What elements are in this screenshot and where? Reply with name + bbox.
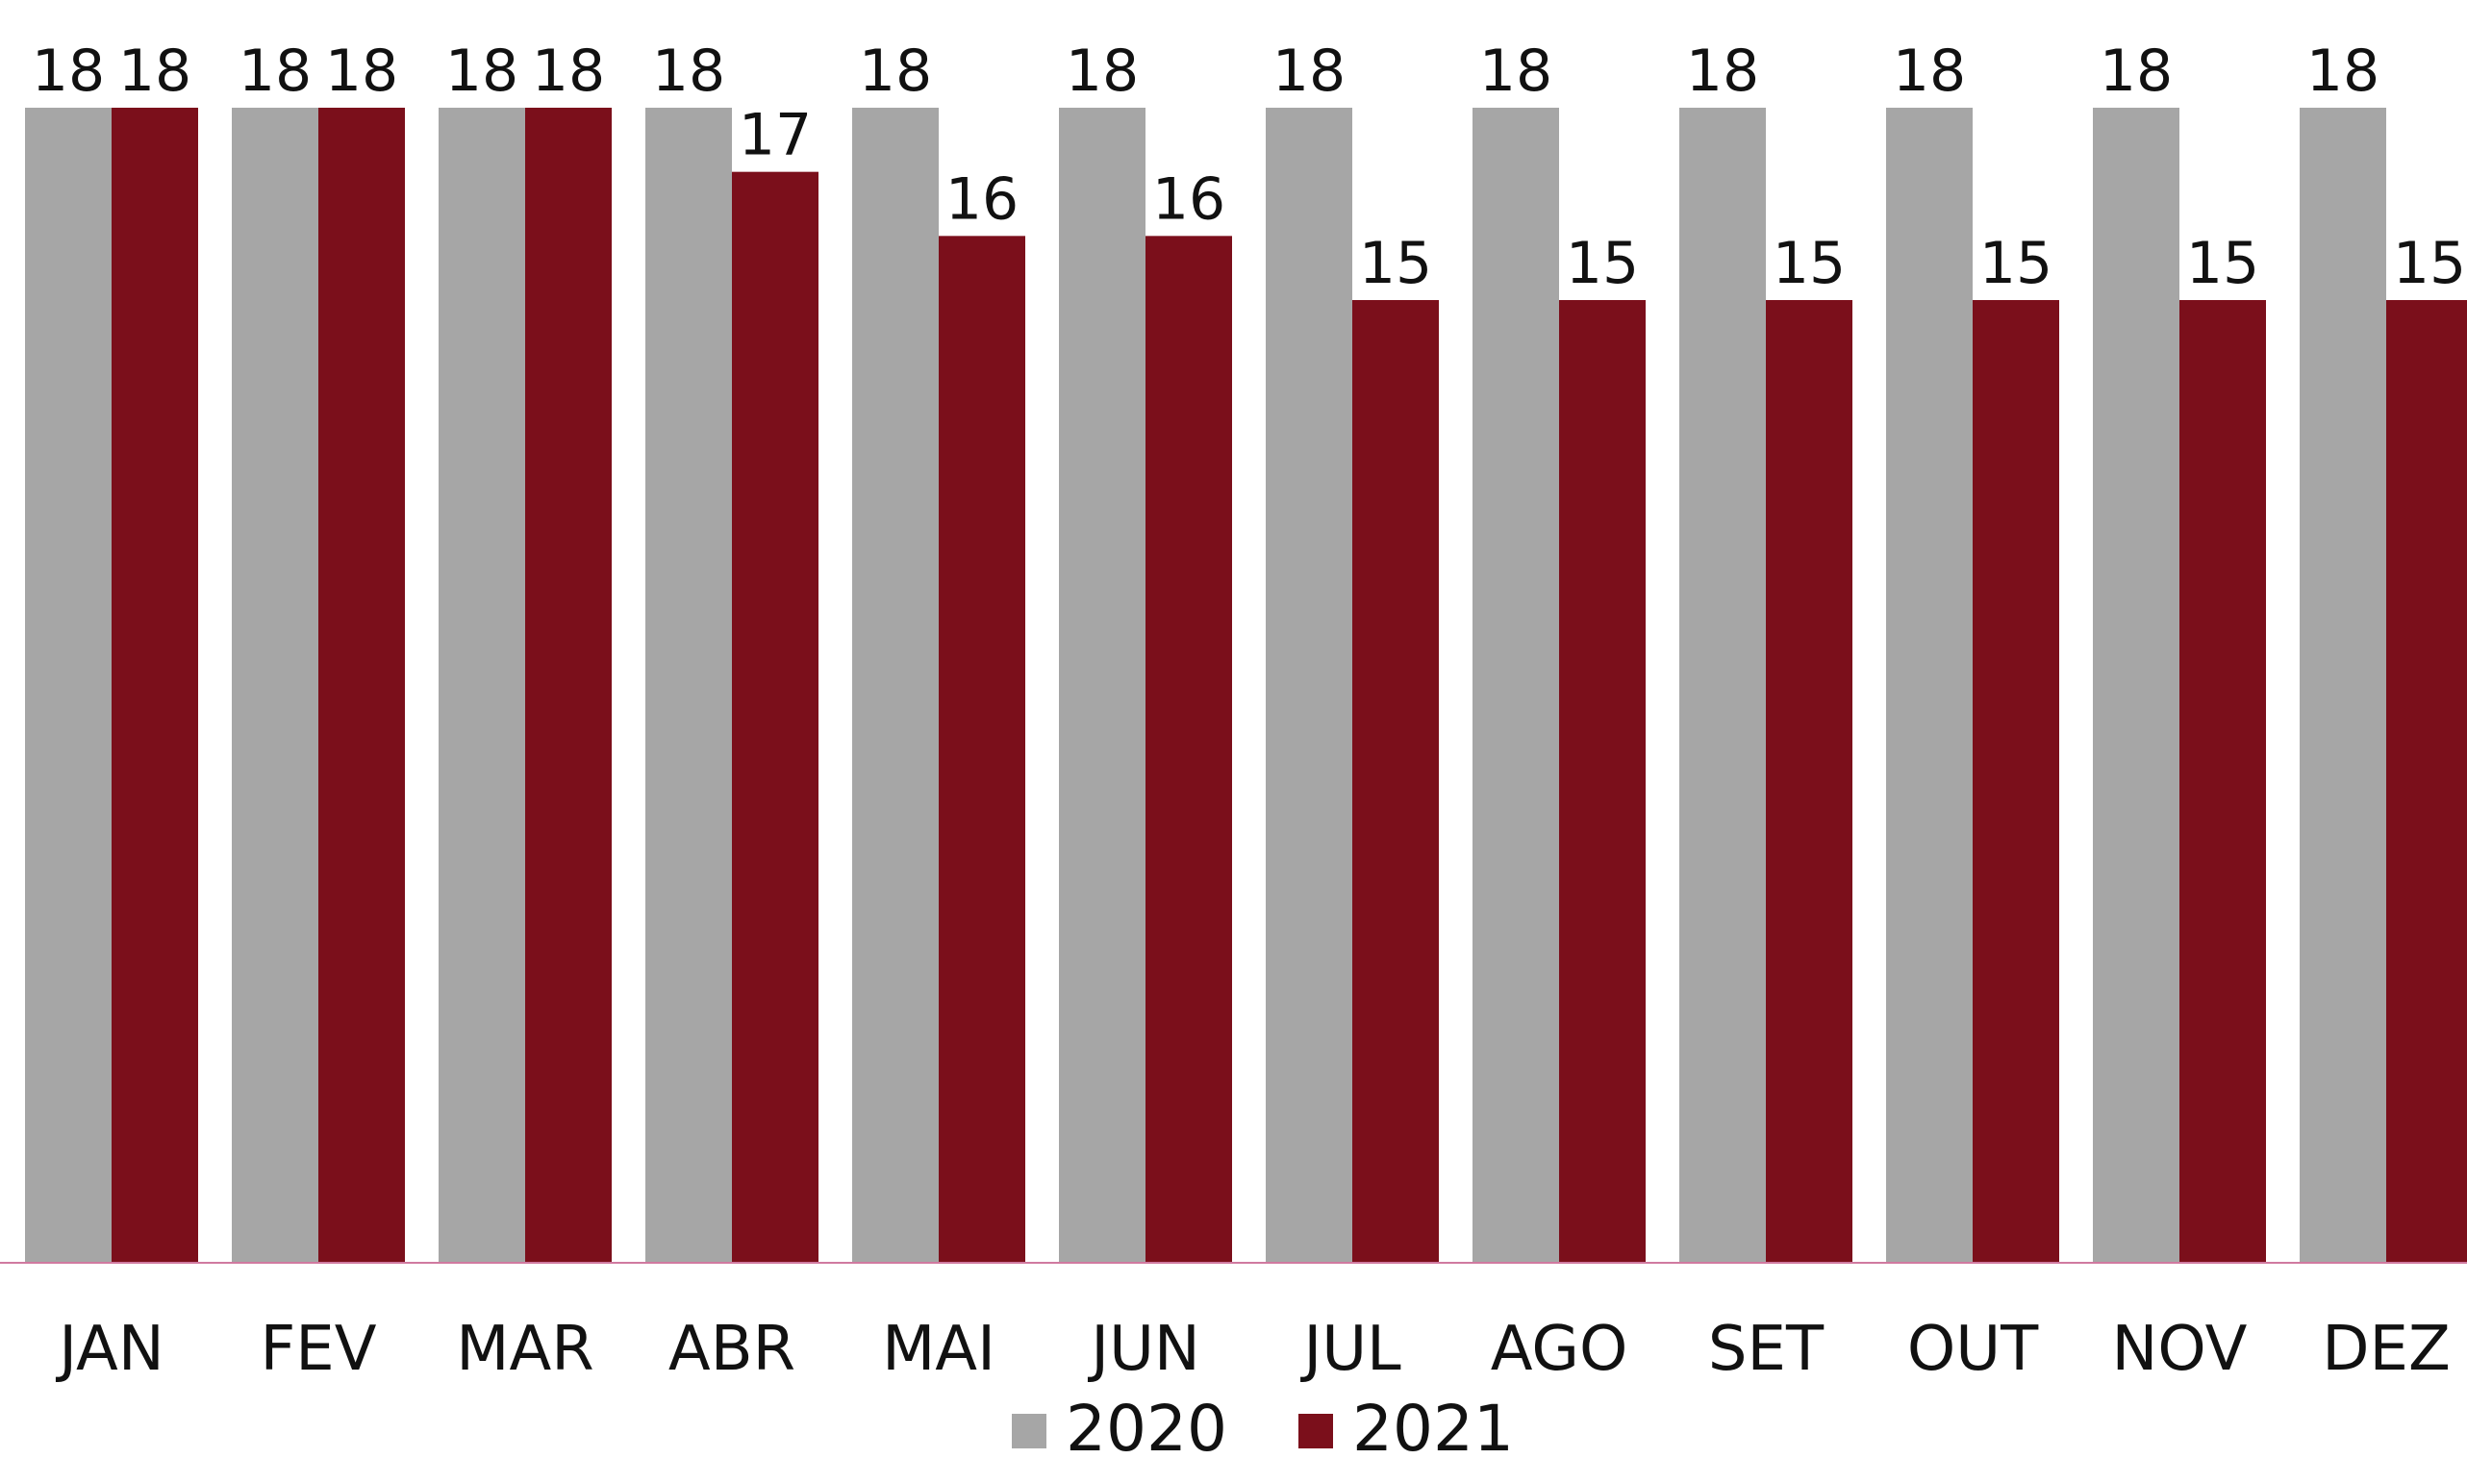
bar-2021-abr	[732, 171, 818, 1263]
bar-2020-nov	[2093, 108, 2179, 1262]
data-label-2021-nov: 15	[2186, 230, 2259, 297]
bar-2021-dez	[2386, 300, 2467, 1262]
data-label-2020-mar: 18	[445, 38, 518, 105]
bar-2021-mai	[939, 236, 1025, 1262]
data-label-2020-mai: 18	[859, 38, 932, 105]
bar-2021-jan	[112, 108, 198, 1262]
bar-2021-fev	[318, 108, 405, 1262]
legend-swatch-2020	[1012, 1414, 1046, 1448]
bar-2021-jun	[1145, 236, 1232, 1262]
bar-2021-mar	[525, 108, 612, 1262]
x-tick-label-set: SET	[1708, 1314, 1825, 1385]
x-tick-label-nov: NOV	[2112, 1314, 2248, 1385]
data-label-2021-fev: 18	[325, 38, 398, 105]
bar-2020-jun	[1059, 108, 1145, 1262]
bar-2021-ago	[1559, 300, 1646, 1262]
x-tick-labels-layer: JAN FEV MAR ABR MAI JUN JUL AGO SET OUT NOV DEZ	[55, 1314, 2450, 1385]
bar-2021-nov	[2179, 300, 2266, 1262]
data-label-2020-ago: 18	[1479, 38, 1552, 105]
legend-label-2020: 2020	[1066, 1392, 1227, 1466]
x-tick-label-mar: MAR	[456, 1314, 593, 1385]
data-label-2021-jul: 15	[1359, 230, 1432, 297]
data-label-2021-jun: 16	[1152, 165, 1225, 233]
data-label-2020-abr: 18	[652, 38, 725, 105]
data-label-2020-out: 18	[1893, 38, 1966, 105]
bar-2020-jul	[1266, 108, 1352, 1262]
legend-swatch-2021	[1298, 1414, 1333, 1448]
data-label-2020-jul: 18	[1272, 38, 1346, 105]
bar-2020-mai	[852, 108, 939, 1262]
bars-layer	[25, 108, 2467, 1263]
bar-2021-jul	[1352, 300, 1439, 1262]
bar-2020-abr	[645, 108, 732, 1262]
x-tick-label-abr: ABR	[668, 1314, 795, 1385]
x-tick-label-fev: FEV	[260, 1314, 376, 1385]
bar-2020-jan	[25, 108, 112, 1262]
data-label-2021-dez: 15	[2393, 230, 2466, 297]
data-label-2020-jan: 18	[32, 38, 105, 105]
data-label-2020-jun: 18	[1066, 38, 1139, 105]
data-label-2020-dez: 18	[2306, 38, 2379, 105]
legend-label-2021: 2021	[1352, 1392, 1514, 1466]
data-label-2021-set: 15	[1773, 230, 1846, 297]
x-tick-label-dez: DEZ	[2322, 1314, 2451, 1385]
x-tick-label-mai: MAI	[882, 1314, 995, 1385]
data-label-2021-mai: 16	[945, 165, 1019, 233]
data-label-2020-set: 18	[1686, 38, 1759, 105]
data-label-2020-nov: 18	[2100, 38, 2173, 105]
bar-2020-dez	[2300, 108, 2386, 1262]
x-tick-label-out: OUT	[1907, 1314, 2039, 1385]
x-tick-label-jun: JUN	[1087, 1314, 1200, 1385]
bar-2020-fev	[232, 108, 318, 1262]
bar-2020-mar	[439, 108, 525, 1262]
bar-2021-out	[1973, 300, 2059, 1262]
bar-2020-ago	[1473, 108, 1559, 1262]
x-tick-label-jan: JAN	[55, 1314, 164, 1385]
data-label-2021-jan: 18	[118, 38, 191, 105]
x-tick-label-ago: AGO	[1491, 1314, 1628, 1385]
data-label-2020-fev: 18	[239, 38, 312, 105]
legend: 2020 2021	[1012, 1392, 1514, 1466]
bar-2020-out	[1886, 108, 1973, 1262]
data-label-2021-mar: 18	[532, 38, 605, 105]
bar-2020-set	[1679, 108, 1766, 1262]
data-label-2021-out: 15	[1979, 230, 2052, 297]
data-labels-layer: 18 18 18 18 18 18 1817181618161815181518151815…	[32, 38, 2466, 297]
x-tick-label-jul: JUL	[1299, 1314, 1401, 1385]
data-label-2021-abr: 17	[739, 102, 812, 169]
data-label-2021-ago: 15	[1566, 230, 1639, 297]
bar-2021-set	[1766, 300, 1852, 1262]
